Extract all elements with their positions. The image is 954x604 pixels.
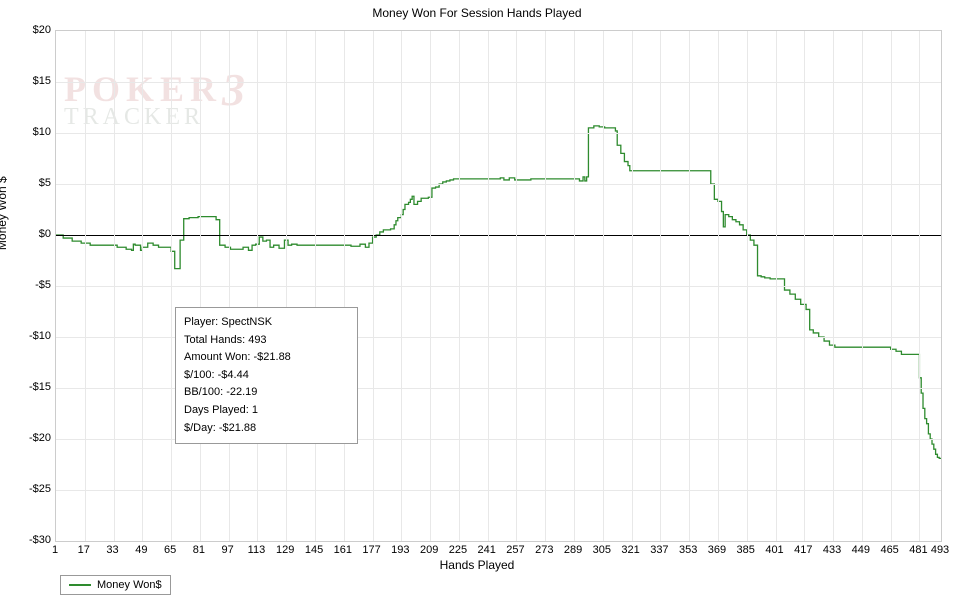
ytick-label: $20 bbox=[6, 24, 51, 36]
gridline-v bbox=[545, 31, 546, 541]
gridline-h bbox=[56, 184, 941, 185]
xtick-label: 209 bbox=[420, 544, 438, 556]
zero-line bbox=[56, 235, 941, 236]
xtick-label: 65 bbox=[164, 544, 176, 556]
gridline-v bbox=[776, 31, 777, 541]
xtick-label: 433 bbox=[823, 544, 841, 556]
ytick-label: -$15 bbox=[6, 381, 51, 393]
gridline-h bbox=[56, 490, 941, 491]
xtick-label: 257 bbox=[506, 544, 524, 556]
xtick-label: 81 bbox=[193, 544, 205, 556]
stats-per100: $/100: -$4.44 bbox=[184, 367, 349, 385]
gridline-v bbox=[603, 31, 604, 541]
stats-amount-won: Amount Won: -$21.88 bbox=[184, 349, 349, 367]
ytick-label: -$10 bbox=[6, 330, 51, 342]
gridline-v bbox=[804, 31, 805, 541]
xtick-label: 449 bbox=[852, 544, 870, 556]
xtick-label: 493 bbox=[931, 544, 949, 556]
xtick-label: 49 bbox=[135, 544, 147, 556]
gridline-h bbox=[56, 82, 941, 83]
legend-swatch bbox=[69, 584, 91, 586]
gridline-v bbox=[286, 31, 287, 541]
legend: Money Won$ bbox=[60, 575, 171, 595]
xtick-label: 97 bbox=[222, 544, 234, 556]
ytick-label: -$20 bbox=[6, 432, 51, 444]
stats-bb100: BB/100: -22.19 bbox=[184, 384, 349, 402]
xtick-label: 241 bbox=[478, 544, 496, 556]
plot-area: POKER3 TRACKER bbox=[55, 30, 942, 542]
xtick-label: 273 bbox=[535, 544, 553, 556]
gridline-v bbox=[891, 31, 892, 541]
xtick-label: 161 bbox=[334, 544, 352, 556]
xtick-label: 417 bbox=[794, 544, 812, 556]
gridline-v bbox=[632, 31, 633, 541]
gridline-v bbox=[315, 31, 316, 541]
gridline-v bbox=[171, 31, 172, 541]
gridline-v bbox=[430, 31, 431, 541]
gridline-v bbox=[718, 31, 719, 541]
ytick-label: $5 bbox=[6, 177, 51, 189]
gridline-v bbox=[200, 31, 201, 541]
gridline-v bbox=[919, 31, 920, 541]
xtick-label: 353 bbox=[679, 544, 697, 556]
gridline-v bbox=[373, 31, 374, 541]
xtick-label: 289 bbox=[564, 544, 582, 556]
gridline-v bbox=[747, 31, 748, 541]
ytick-label: -$30 bbox=[6, 534, 51, 546]
xtick-label: 113 bbox=[248, 544, 266, 556]
xtick-label: 337 bbox=[650, 544, 668, 556]
gridline-v bbox=[488, 31, 489, 541]
legend-label: Money Won$ bbox=[97, 579, 162, 591]
gridline-v bbox=[257, 31, 258, 541]
xtick-label: 17 bbox=[78, 544, 90, 556]
xtick-label: 1 bbox=[52, 544, 58, 556]
gridline-v bbox=[862, 31, 863, 541]
gridline-v bbox=[574, 31, 575, 541]
gridline-h bbox=[56, 286, 941, 287]
stats-box: Player: SpectNSK Total Hands: 493 Amount… bbox=[175, 307, 358, 444]
xtick-label: 145 bbox=[305, 544, 323, 556]
xtick-label: 193 bbox=[391, 544, 409, 556]
gridline-v bbox=[516, 31, 517, 541]
xtick-label: 321 bbox=[621, 544, 639, 556]
gridline-v bbox=[229, 31, 230, 541]
chart-title: Money Won For Session Hands Played bbox=[0, 0, 954, 20]
gridline-v bbox=[689, 31, 690, 541]
ytick-label: -$25 bbox=[6, 483, 51, 495]
x-axis-label: Hands Played bbox=[440, 558, 515, 572]
ytick-label: -$5 bbox=[6, 279, 51, 291]
xtick-label: 305 bbox=[593, 544, 611, 556]
xtick-label: 481 bbox=[909, 544, 927, 556]
gridline-v bbox=[85, 31, 86, 541]
gridline-v bbox=[833, 31, 834, 541]
stats-perday: $/Day: -$21.88 bbox=[184, 420, 349, 438]
xtick-label: 225 bbox=[449, 544, 467, 556]
xtick-label: 177 bbox=[362, 544, 380, 556]
xtick-label: 465 bbox=[880, 544, 898, 556]
gridline-v bbox=[401, 31, 402, 541]
gridline-v bbox=[114, 31, 115, 541]
gridline-v bbox=[344, 31, 345, 541]
stats-total-hands: Total Hands: 493 bbox=[184, 332, 349, 350]
xtick-label: 401 bbox=[765, 544, 783, 556]
xtick-label: 369 bbox=[708, 544, 726, 556]
ytick-label: $15 bbox=[6, 75, 51, 87]
xtick-label: 385 bbox=[737, 544, 755, 556]
gridline-v bbox=[459, 31, 460, 541]
gridline-h bbox=[56, 133, 941, 134]
gridline-v bbox=[142, 31, 143, 541]
stats-player: Player: SpectNSK bbox=[184, 314, 349, 332]
gridline-v bbox=[660, 31, 661, 541]
ytick-label: $0 bbox=[6, 228, 51, 240]
xtick-label: 33 bbox=[106, 544, 118, 556]
ytick-label: $10 bbox=[6, 126, 51, 138]
stats-days: Days Played: 1 bbox=[184, 402, 349, 420]
xtick-label: 129 bbox=[276, 544, 294, 556]
